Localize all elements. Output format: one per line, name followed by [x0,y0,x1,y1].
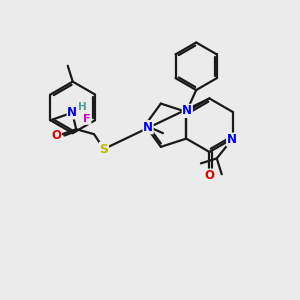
Text: S: S [99,142,108,155]
Text: O: O [51,129,62,142]
Text: N: N [143,121,153,134]
Text: N: N [182,104,192,117]
Text: N: N [226,133,237,146]
Text: H: H [78,102,86,112]
Text: N: N [67,106,77,119]
Text: O: O [204,169,214,182]
Text: F: F [83,114,91,124]
